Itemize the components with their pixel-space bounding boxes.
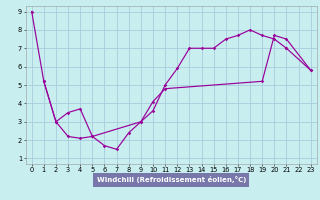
X-axis label: Windchill (Refroidissement éolien,°C): Windchill (Refroidissement éolien,°C) xyxy=(97,176,246,183)
